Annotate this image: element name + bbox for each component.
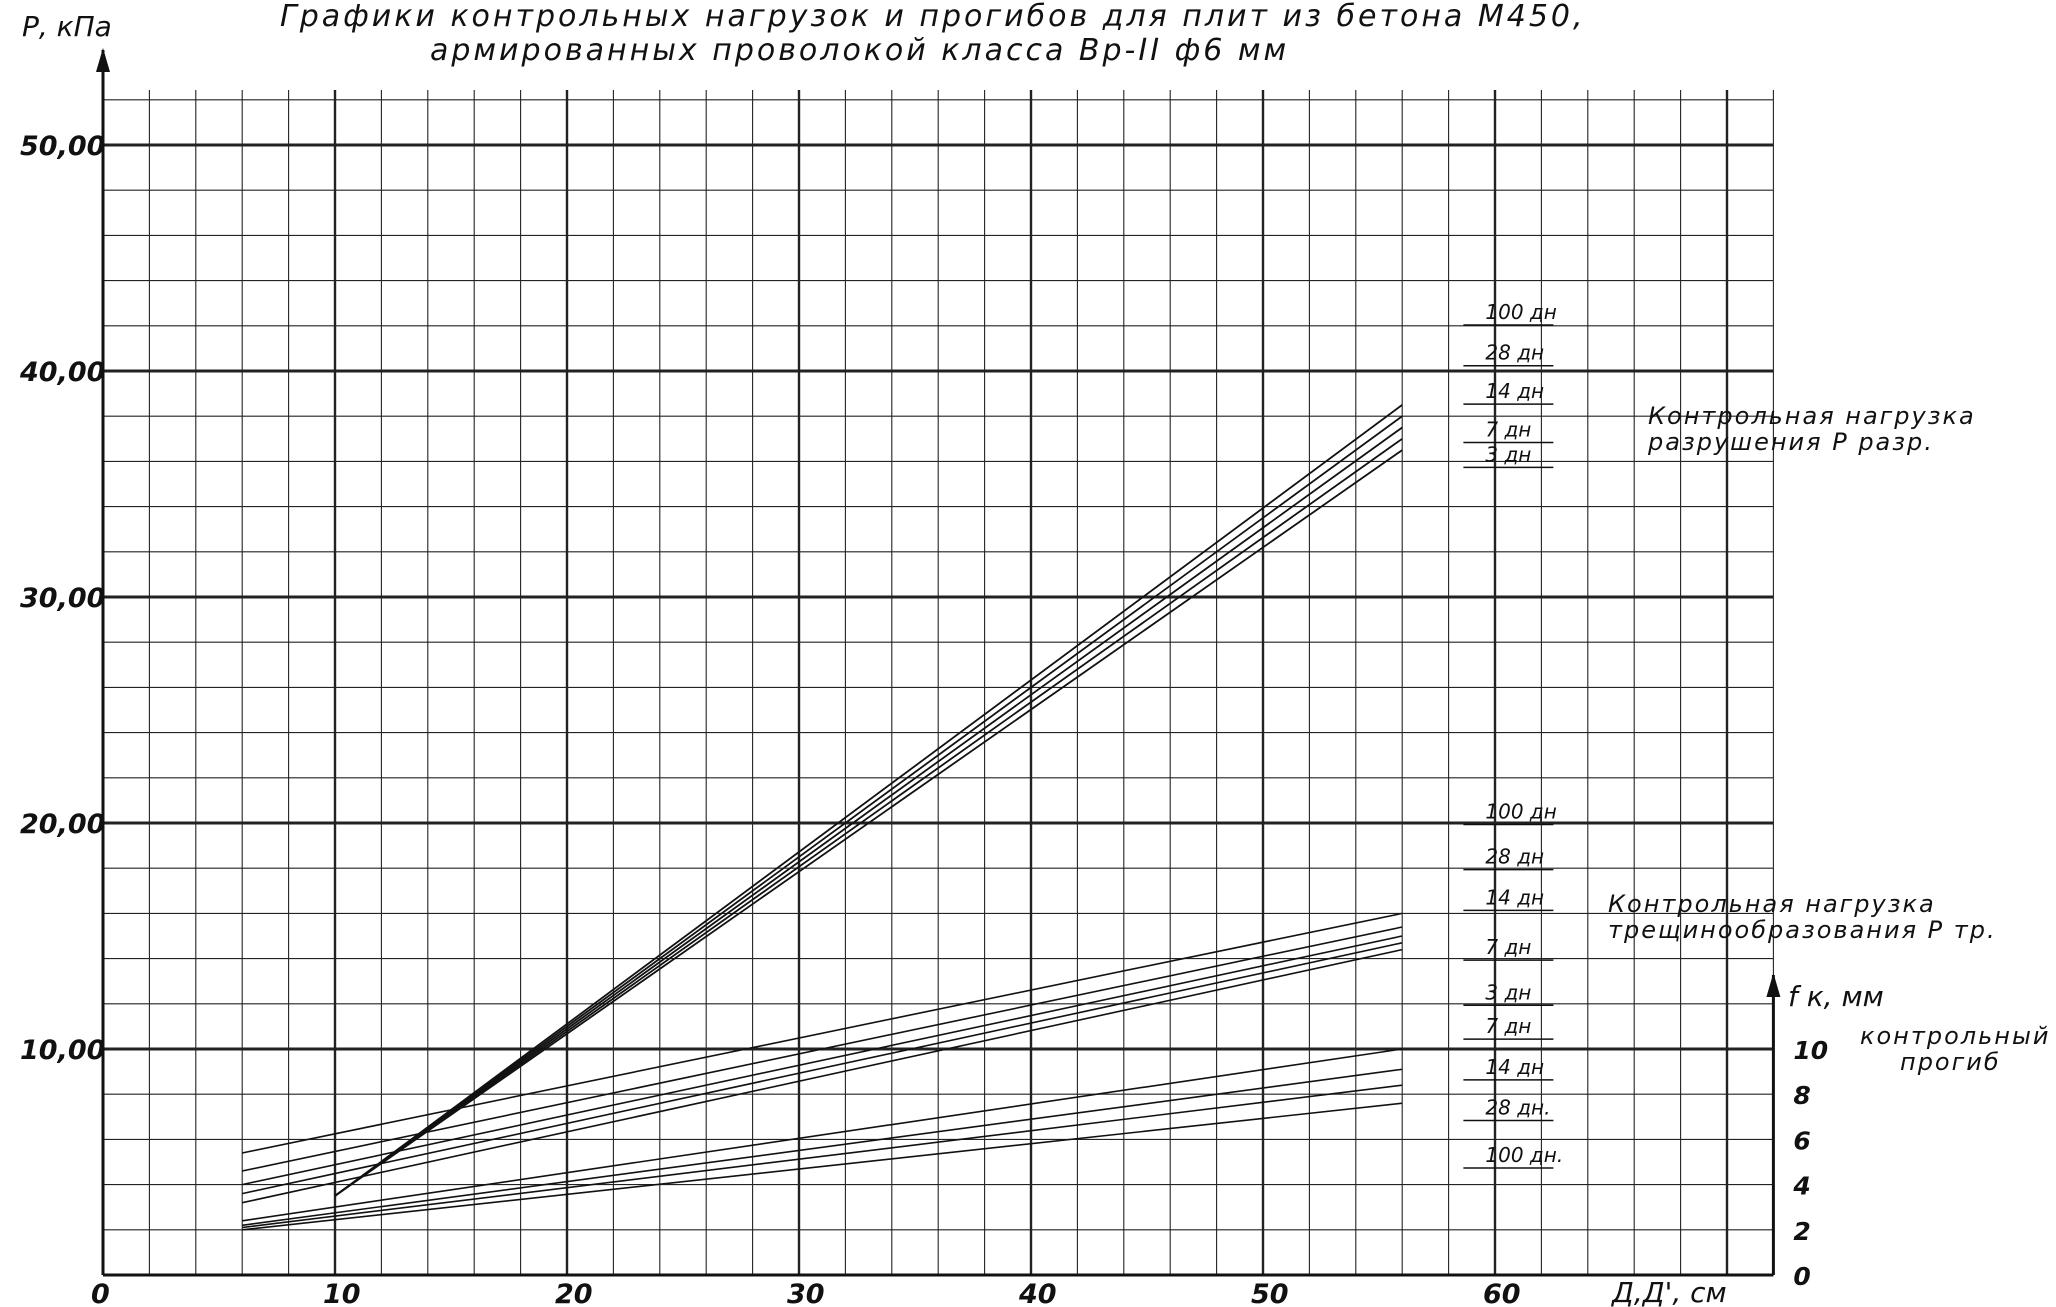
x-tick-label: 40	[1018, 1279, 1057, 1307]
y-axis-arrow	[96, 48, 110, 72]
y-tick-label: 20,00	[20, 809, 105, 840]
deflection-tick-label: 6	[1793, 1126, 1810, 1155]
series-line	[242, 912, 1403, 1154]
deflection-tick-label: 8	[1793, 1081, 1810, 1110]
x-tick-label: 60	[1483, 1279, 1521, 1307]
annotation-failure-load-line-1: Контрольная нагрузка	[1648, 402, 1976, 430]
series-line	[334, 404, 1403, 1197]
series-label: 7 дн	[1485, 1014, 1531, 1038]
y-tick-label: 30,00	[20, 583, 105, 614]
deflection-tick-label: 4	[1792, 1172, 1810, 1201]
series-line	[242, 942, 1403, 1195]
annotation-crack-load-line-1: Контрольная нагрузка	[1608, 890, 1936, 918]
series-line	[334, 426, 1403, 1197]
series-line	[242, 935, 1403, 1186]
series-label: 3 дн	[1485, 980, 1531, 1004]
annotation-crack-load-line-2: трещинообразования Р тр.	[1608, 916, 1997, 944]
x-tick-label: 50	[1251, 1279, 1289, 1307]
series-lines	[242, 404, 1403, 1231]
series-line	[334, 449, 1403, 1197]
axes: 10,00 20,00 30,00 40,00 50,00 0 10 20 30 40 50 60 0 2…	[19, 48, 1828, 1307]
x-tick-label: 20	[555, 1279, 593, 1307]
series-label: 28 дн.	[1485, 1096, 1550, 1120]
series-line	[242, 948, 1403, 1204]
series-label: 7 дн	[1485, 935, 1531, 959]
series-line	[334, 438, 1403, 1197]
deflection-tick-label: 0	[1793, 1262, 1810, 1291]
series-label: 3 дн	[1485, 442, 1531, 466]
series-label: 7 дн	[1485, 418, 1531, 442]
series-label: 28 дн	[1485, 341, 1544, 365]
annotation-failure-load-line-2: разрушения Р разр.	[1647, 428, 1934, 456]
series-label: 14 дн	[1485, 885, 1544, 909]
annotation-deflection-line-2: прогиб	[1900, 1048, 2001, 1076]
series-label: 14 дн	[1485, 379, 1544, 403]
series-line	[334, 415, 1403, 1197]
series-label: 14 дн	[1485, 1055, 1544, 1079]
x-axis-label: Д,Д', см	[1610, 1276, 1727, 1307]
series-line	[242, 926, 1403, 1172]
y-tick-label: 40,00	[19, 357, 105, 388]
annotation-deflection-line-1: контрольный	[1860, 1022, 2051, 1050]
x-tick-label: 0	[91, 1279, 110, 1307]
series-label: 100 дн	[1485, 300, 1556, 324]
y-axis-label: Р, кПа	[22, 10, 112, 43]
chart-subtitle: армированных проволокой класса Вр-II ф6 …	[430, 33, 1289, 68]
series-line	[242, 1102, 1403, 1231]
y-tick-label: 10,00	[20, 1035, 105, 1066]
y-tick-label: 50,00	[20, 131, 105, 162]
deflection-tick-label: 10	[1793, 1036, 1828, 1065]
series-line	[242, 1068, 1403, 1227]
deflection-axis-arrow	[1766, 973, 1781, 997]
x-tick-label: 30	[787, 1279, 825, 1307]
x-tick-label: 10	[323, 1279, 361, 1307]
series-line	[242, 1084, 1403, 1229]
series-line	[242, 1048, 1403, 1222]
deflection-tick-label: 2	[1793, 1217, 1810, 1246]
series-label: 28 дн	[1485, 845, 1544, 869]
series-label: 100 дн	[1485, 799, 1556, 823]
chart-title: Графики контрольных нагрузок и прогибов …	[280, 0, 1586, 34]
series-label: 100 дн.	[1485, 1143, 1563, 1167]
deflection-axis-label: f к, мм	[1788, 980, 1884, 1013]
